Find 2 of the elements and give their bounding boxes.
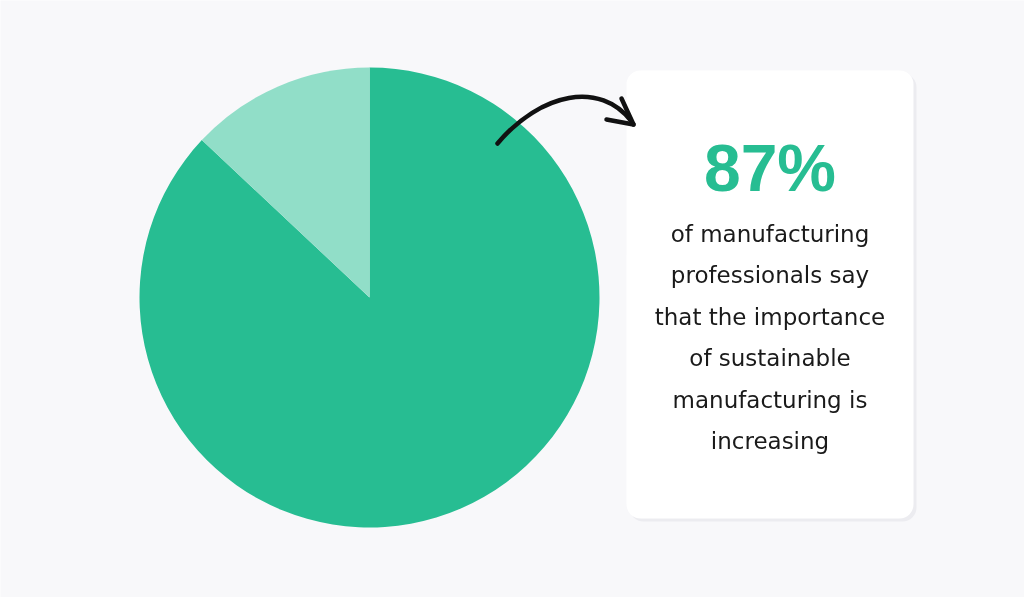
data-label: 87% bbox=[703, 130, 837, 205]
text: of manufacturing professionals say that the importance of sustainable manufacturing is increasing bbox=[654, 220, 886, 454]
